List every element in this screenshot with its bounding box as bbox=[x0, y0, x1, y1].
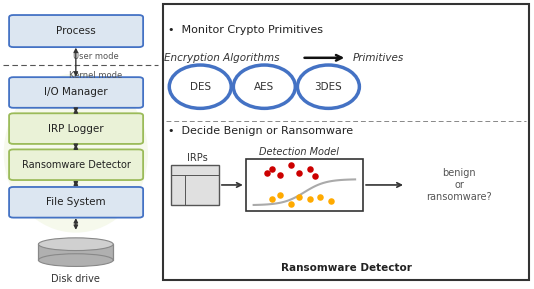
Text: AES: AES bbox=[254, 82, 274, 92]
Text: Disk drive: Disk drive bbox=[51, 274, 100, 284]
Point bbox=[327, 199, 335, 203]
Text: Kernel mode: Kernel mode bbox=[69, 71, 123, 80]
Text: IRPs: IRPs bbox=[187, 153, 208, 162]
Text: Encryption Algorithms: Encryption Algorithms bbox=[164, 53, 279, 63]
Text: Ransomware Detector: Ransomware Detector bbox=[280, 263, 412, 273]
Text: IRP Logger: IRP Logger bbox=[48, 124, 104, 134]
Bar bbox=[171, 165, 219, 205]
Text: Process: Process bbox=[56, 26, 96, 36]
Point bbox=[305, 197, 314, 202]
Point bbox=[311, 174, 319, 179]
FancyBboxPatch shape bbox=[9, 187, 143, 218]
Ellipse shape bbox=[4, 74, 148, 233]
Text: I/O Manager: I/O Manager bbox=[44, 88, 108, 97]
Text: File System: File System bbox=[46, 197, 106, 207]
Point bbox=[276, 193, 285, 197]
Bar bbox=[163, 4, 529, 280]
Text: User mode: User mode bbox=[73, 52, 119, 61]
FancyBboxPatch shape bbox=[9, 77, 143, 108]
Point bbox=[287, 201, 295, 206]
Bar bbox=[38, 244, 113, 260]
FancyBboxPatch shape bbox=[9, 113, 143, 144]
Point bbox=[263, 171, 271, 176]
Text: benign
or
ransomware?: benign or ransomware? bbox=[427, 168, 492, 201]
Ellipse shape bbox=[233, 65, 295, 108]
Bar bbox=[246, 159, 363, 211]
Point bbox=[316, 194, 325, 199]
Point bbox=[268, 197, 277, 202]
Point bbox=[287, 162, 295, 167]
Ellipse shape bbox=[38, 254, 113, 266]
Text: Primitives: Primitives bbox=[352, 53, 404, 63]
Point bbox=[268, 167, 277, 171]
FancyBboxPatch shape bbox=[9, 149, 143, 180]
Ellipse shape bbox=[297, 65, 359, 108]
Text: Ransomware Detector: Ransomware Detector bbox=[22, 160, 130, 170]
Text: •  Monitor Crypto Primitives: • Monitor Crypto Primitives bbox=[168, 25, 323, 35]
Ellipse shape bbox=[38, 238, 113, 251]
Text: •  Decide Benign or Ransomware: • Decide Benign or Ransomware bbox=[168, 127, 354, 136]
Text: 3DES: 3DES bbox=[315, 82, 342, 92]
FancyBboxPatch shape bbox=[9, 15, 143, 47]
Point bbox=[276, 173, 285, 177]
Text: DES: DES bbox=[190, 82, 211, 92]
Point bbox=[305, 167, 314, 171]
Point bbox=[295, 171, 303, 176]
Text: Detection Model: Detection Model bbox=[259, 147, 339, 157]
Point bbox=[295, 194, 303, 199]
Ellipse shape bbox=[169, 65, 231, 108]
